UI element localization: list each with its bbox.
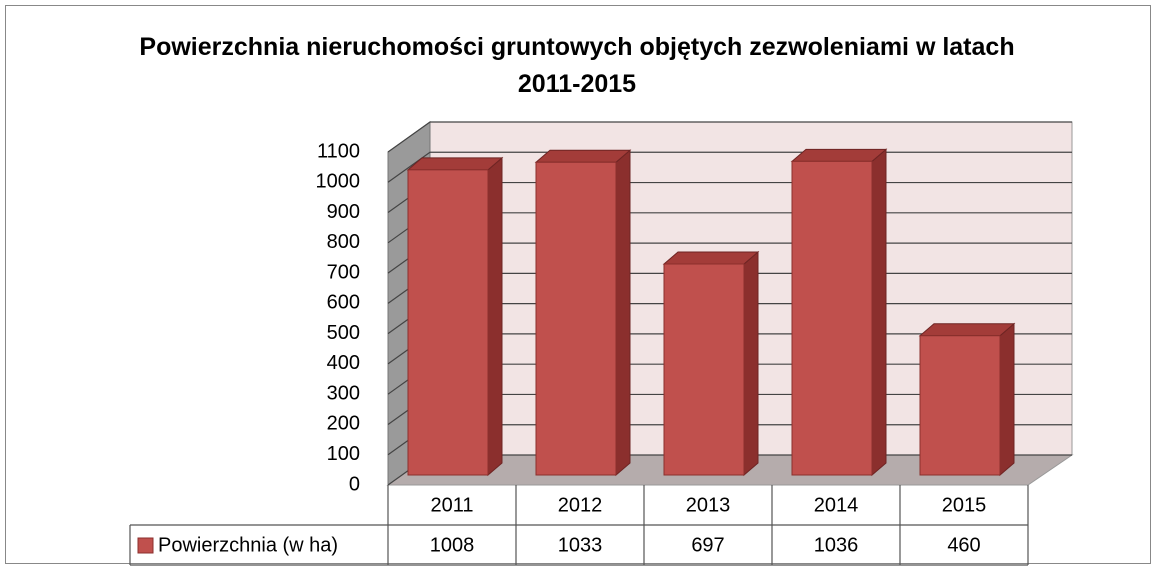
y-tick-label: 600 [327,292,360,314]
table-value: 1008 [430,534,475,556]
table-value: 1033 [558,534,603,556]
y-tick-label: 200 [327,413,360,435]
legend-label: Powierzchnia (w ha) [158,534,338,556]
y-tick-label: 0 [349,473,360,495]
table-value: 697 [691,534,724,556]
table-value: 460 [947,534,980,556]
bar [791,160,873,476]
y-tick-label: 700 [327,261,360,283]
bar [535,161,617,476]
bar [919,335,1001,476]
bar-top [534,149,632,163]
y-tick-label: 800 [327,231,360,253]
bar-top [918,323,1016,337]
bar [407,169,489,476]
bar-side [871,148,887,477]
y-tick-label: 500 [327,322,360,344]
x-tick-label: 2015 [942,494,987,516]
chart-title: Powierzchnia nieruchomości gruntowych ob… [139,33,1014,98]
y-tick-label: 100 [327,443,360,465]
grid-line [387,121,1072,153]
table-lines [129,485,1029,566]
y-tick-label: 300 [327,382,360,404]
bar-side [743,250,759,477]
y-tick-label: 1000 [316,171,361,193]
bar-side [615,149,631,477]
bar-top [406,157,504,171]
x-tick-label: 2013 [686,494,731,516]
bar [663,263,745,476]
table-value: 1036 [814,534,859,556]
bar-top [790,148,888,162]
bar-side [487,156,503,477]
bar-side [999,322,1015,477]
y-tick-label: 1100 [317,140,360,162]
bar-top [662,251,760,265]
legend-key [137,537,154,554]
y-tick-label: 900 [327,201,360,223]
y-tick-label: 400 [327,352,360,374]
x-tick-label: 2014 [814,494,859,516]
x-tick-label: 2012 [558,494,603,516]
x-tick-label: 2011 [430,494,473,516]
